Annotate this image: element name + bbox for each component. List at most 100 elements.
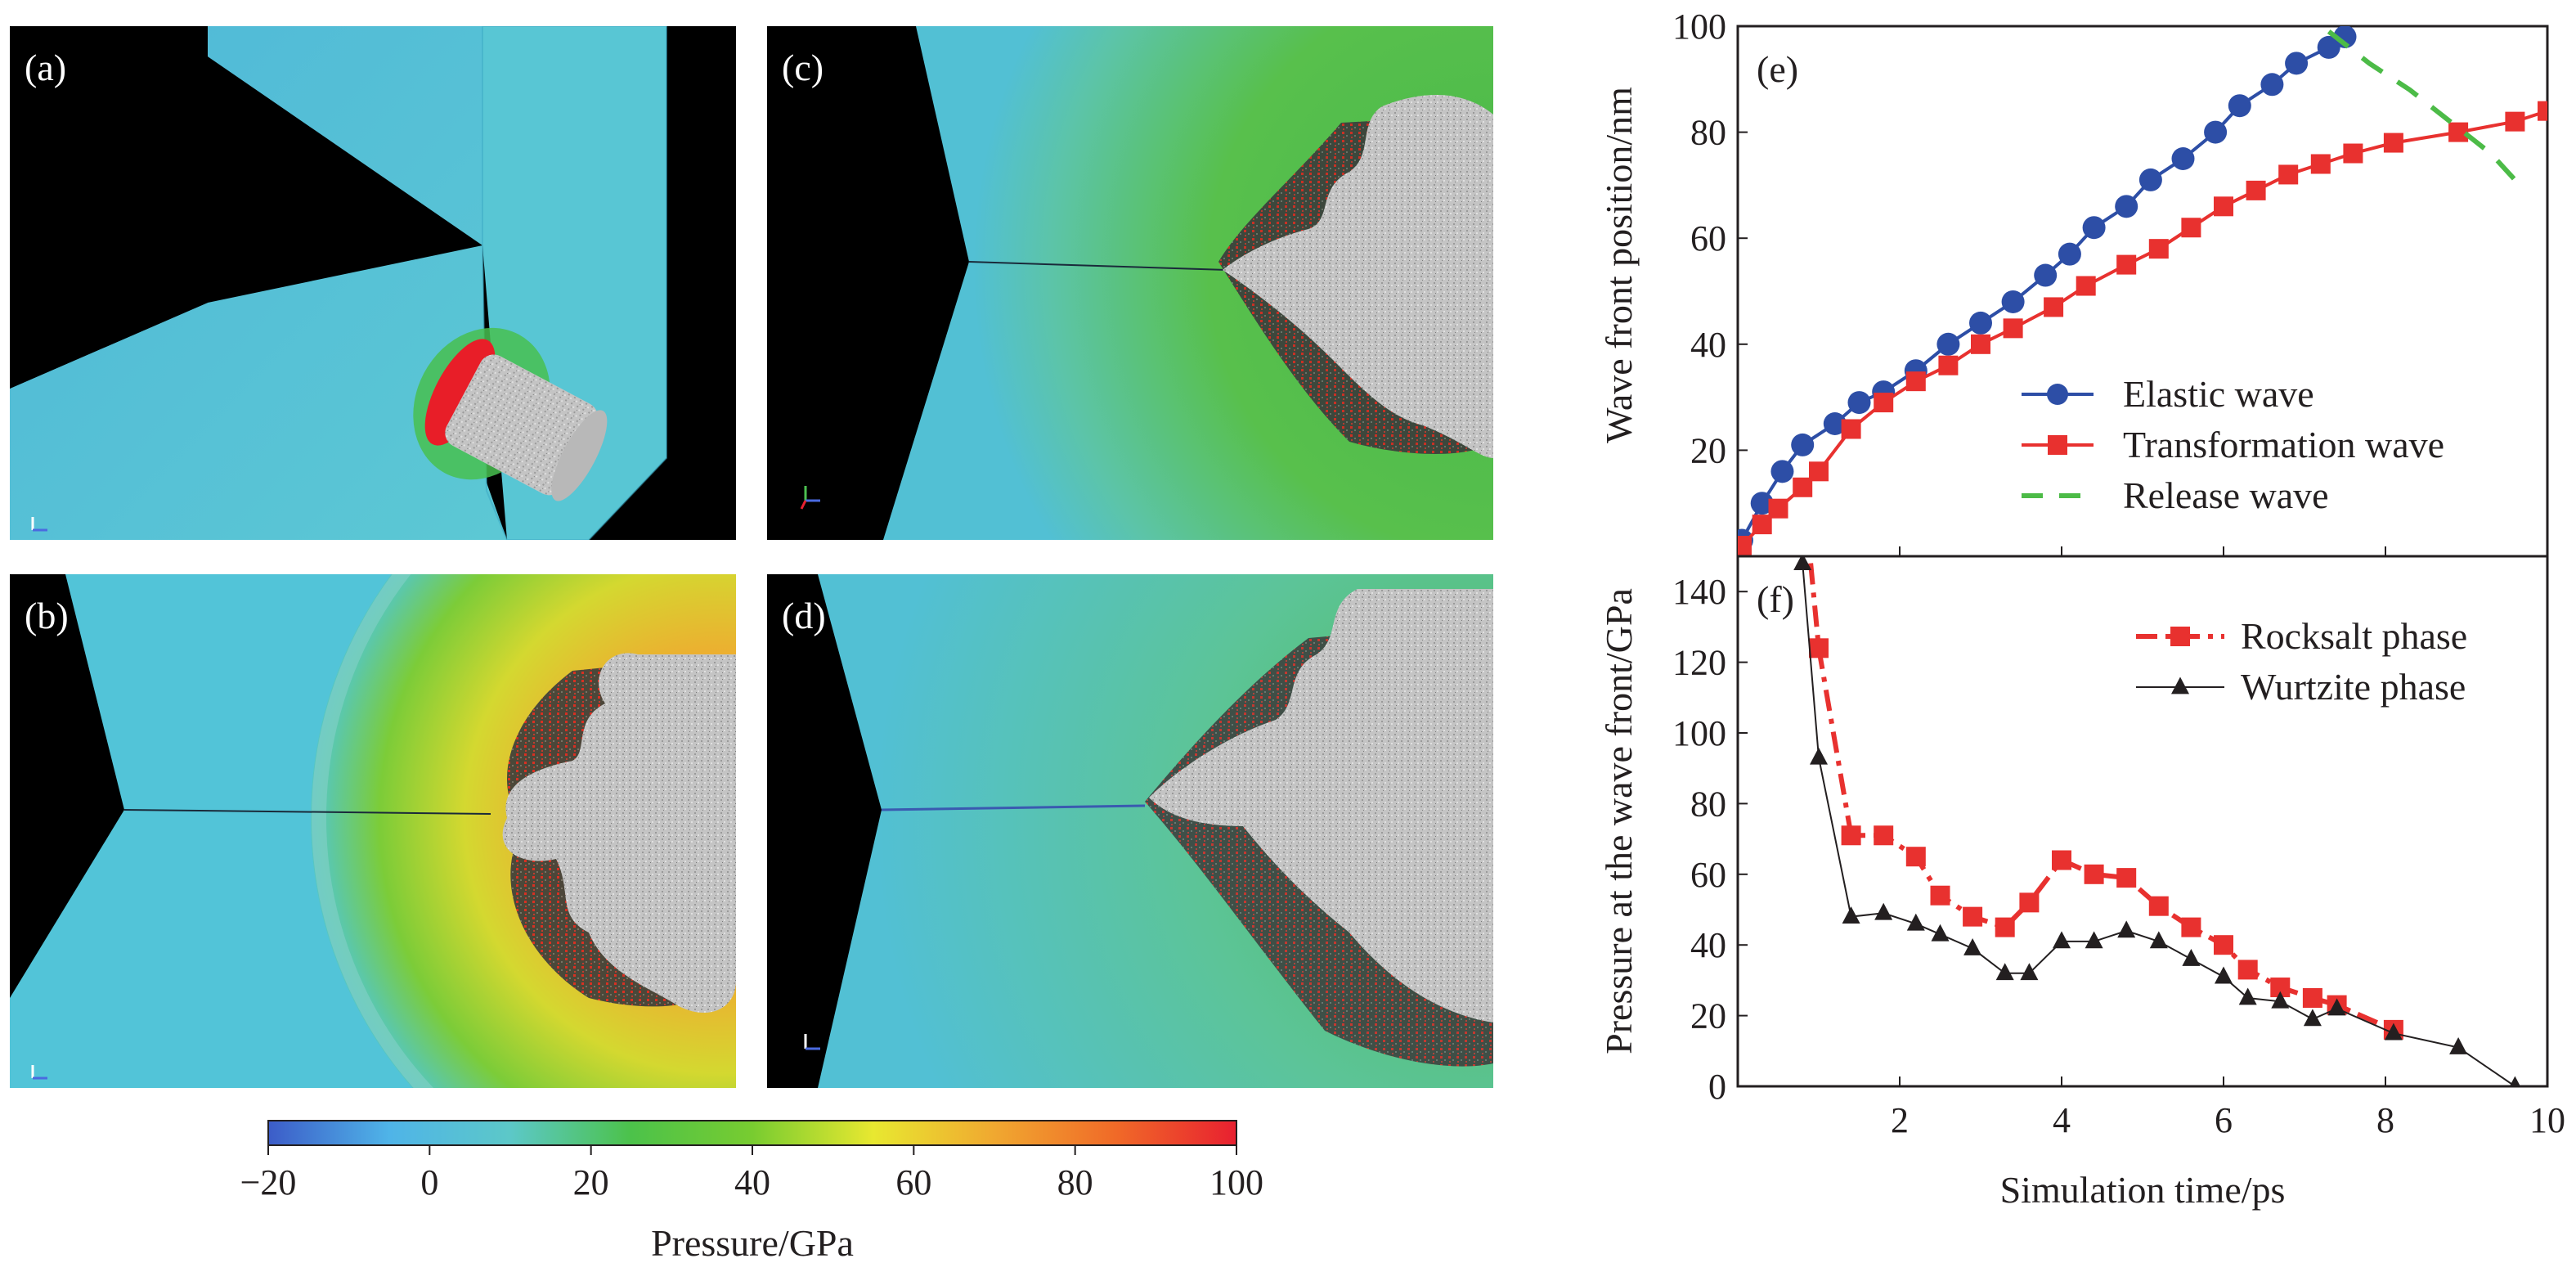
chart-f-frame [1736, 555, 2549, 1088]
legend-marker [2048, 435, 2067, 455]
data-point [2138, 168, 2162, 191]
data-point [1847, 391, 1871, 415]
panel-b-shock-rim [312, 574, 434, 1088]
data-point [2303, 1009, 2322, 1027]
data-point [2020, 963, 2039, 981]
colorbar-tick-label: 20 [573, 1162, 609, 1202]
data-point [1931, 924, 1950, 942]
data-point [1930, 885, 1950, 906]
chart-f-ylabel: Pressure at the wave front/GPa [1598, 588, 1640, 1054]
y-tick-label: 20 [1690, 996, 1726, 1036]
y-tick-label: 80 [1690, 784, 1726, 824]
legend-item: Transformation wave [2022, 424, 2444, 465]
x-tick-label: 2 [1891, 1100, 1909, 1140]
data-point [1906, 913, 1925, 931]
panel-b-label: (b) [25, 595, 69, 636]
data-point [1971, 334, 1990, 354]
panel-d-crack [881, 804, 1146, 811]
data-point [2538, 101, 2547, 121]
data-point [1842, 906, 1860, 924]
data-point [1791, 433, 1815, 456]
data-point [2310, 154, 2331, 174]
y-tick-label: 140 [1672, 572, 1726, 612]
panel-d-black-wedge [767, 574, 882, 1088]
chart-e-ylabel: Wave front position/nm [1598, 87, 1640, 443]
colorbar-tick-label: 60 [895, 1162, 931, 1202]
data-point [2116, 868, 2137, 888]
data-point [2085, 931, 2103, 949]
data-point [2116, 254, 2137, 275]
data-point [1738, 536, 1752, 556]
data-point [2509, 1076, 2520, 1086]
panel-c-label: (c) [782, 47, 824, 88]
y-tick-label: 100 [1672, 713, 1726, 753]
chart-f: 0 20 40 60 80 100 120 140 2 4 6 8 10 (f) Pressure at… [1598, 511, 2565, 1211]
colorbar-tick-label: −20 [240, 1162, 297, 1202]
chart-e-legend: Elastic wave Transformation wave Release w… [2022, 373, 2444, 516]
data-point [1841, 419, 1861, 439]
data-point [2003, 318, 2023, 339]
panel-a-red-front [424, 339, 496, 446]
data-point [1770, 460, 1794, 483]
panel-a-box-front [10, 26, 507, 540]
data-point [2448, 122, 2469, 142]
data-point [1797, 511, 1816, 531]
y-tick-label: 20 [1690, 430, 1726, 470]
colorbar-tick-label: 40 [734, 1162, 770, 1202]
panel-a-box-edge [482, 26, 667, 540]
panel-b-black-wedge [10, 574, 124, 998]
data-point [1841, 825, 1861, 846]
chart-f-xlabel: Simulation time/ps [2000, 1169, 2286, 1211]
data-point [1810, 747, 1828, 765]
data-point [1874, 393, 1894, 413]
y-tick-label: 0 [1708, 1067, 1726, 1107]
panel-a: (a) [10, 26, 736, 540]
data-point [1750, 492, 1774, 515]
data-point [1936, 332, 1960, 356]
series-line [1807, 556, 2395, 1032]
colorbar-tick-label: 0 [420, 1162, 438, 1202]
legend-item: Rocksalt phase [2136, 615, 2467, 657]
panel-c-axis-icon [800, 486, 820, 510]
chart-e-panel-label: (e) [1757, 48, 1798, 90]
series-elastic-wave [1738, 26, 2357, 552]
panel-a-label: (a) [25, 47, 66, 88]
data-point [1963, 937, 1982, 955]
data-point [2214, 196, 2233, 217]
data-point [2228, 94, 2251, 118]
chart-f-panel-label: (f) [1757, 578, 1794, 620]
data-point [2034, 263, 2058, 287]
data-point [2182, 948, 2201, 966]
data-point [2052, 850, 2071, 870]
panel-b-cluster [502, 653, 736, 1014]
colorbar-tick-label: 100 [1209, 1162, 1263, 1202]
data-point [2204, 120, 2228, 144]
panel-a-box-floor [10, 26, 208, 389]
legend-marker [2047, 384, 2068, 405]
data-point [1995, 963, 2014, 981]
data-point [2237, 960, 2258, 980]
data-point [2383, 133, 2403, 153]
y-tick-label: 40 [1690, 325, 1726, 365]
data-point [1823, 412, 1847, 435]
data-point [1874, 902, 1893, 920]
data-point [2278, 164, 2299, 185]
data-point [2343, 143, 2363, 164]
data-point [2181, 218, 2201, 238]
data-point [2149, 931, 2168, 949]
series-wurtzite-phase [1793, 556, 2520, 1086]
data-point [2181, 917, 2201, 937]
panel-b-axis-icon [31, 1065, 47, 1080]
data-point [2019, 892, 2040, 913]
legend-label: Release wave [2123, 474, 2329, 516]
legend-label: Transformation wave [2123, 424, 2444, 465]
data-point [1963, 906, 1983, 927]
data-point [2148, 239, 2169, 259]
data-point [1793, 556, 1812, 570]
y-tick-label: 60 [1690, 218, 1726, 258]
data-point [2082, 216, 2106, 240]
y-tick-label: 80 [1690, 113, 1726, 153]
data-point [1905, 371, 1926, 392]
data-point [2449, 1036, 2468, 1054]
data-point [2505, 111, 2525, 132]
